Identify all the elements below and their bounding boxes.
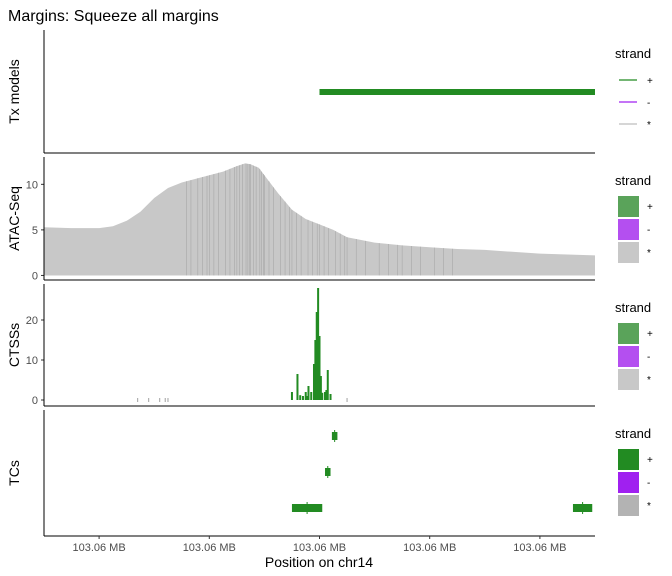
ctss-bar: [310, 392, 313, 400]
panel-tcs: TCs: [6, 410, 595, 537]
legend-label: -: [647, 225, 650, 236]
ctss-bar: [304, 392, 307, 400]
ctss-bar: [306, 396, 309, 400]
x-axis-label: Position on chr14: [265, 554, 373, 570]
panel-ctsss: CTSSs 0 10 20: [6, 284, 595, 407]
legend-label: +: [647, 76, 653, 87]
legend-3: strand + - *: [615, 300, 653, 390]
legend-key-swatch: [618, 219, 639, 240]
legend-key-swatch: [618, 369, 639, 390]
ctss-bar: [312, 364, 315, 400]
tx-models-y-label: Tx models: [6, 59, 22, 124]
panel-tx-models: Tx models: [6, 30, 595, 154]
legend-title: strand: [615, 300, 651, 315]
ctss-bar: [317, 288, 320, 400]
legend-2: strand + - *: [615, 173, 653, 263]
legend-label: *: [647, 375, 651, 386]
ctss-bar: [314, 340, 317, 400]
ctss-bar: [319, 376, 322, 400]
atac-seq-y-tick-label: 0: [32, 270, 38, 282]
ctss-bar: [315, 312, 318, 400]
ctss-bar: [324, 392, 327, 400]
legend-key-swatch: [618, 242, 639, 263]
legends: strand + - * strand + - * strand + - * strand + - *: [615, 46, 653, 516]
ctss-bar: [318, 336, 321, 400]
legend-key-swatch: [618, 323, 639, 344]
legend-label: -: [647, 98, 650, 109]
x-tick-label: 103.06 MB: [183, 542, 236, 554]
legend-key-swatch: [618, 495, 639, 516]
legend-title: strand: [615, 173, 651, 188]
chart-title: Margins: Squeeze all margins: [8, 8, 219, 25]
ctss-bar: [325, 390, 328, 400]
ctss-bar: [301, 396, 304, 400]
ctss-bar: [329, 394, 332, 400]
ctsss-y-tick-label: 20: [26, 315, 38, 327]
legend-key-swatch: [618, 346, 639, 367]
legend-label: -: [647, 352, 650, 363]
x-axis: 103.06 MB 103.06 MB 103.06 MB 103.06 MB 103.…: [72, 536, 567, 554]
ctss-bar: [307, 386, 310, 400]
legend-4: strand + - *: [615, 426, 653, 516]
ctss-bar: [290, 392, 293, 400]
legend-key-swatch: [618, 449, 639, 470]
track-panels: Tx models ATAC-Seq 0 5 10 CTSSs 0 10 20 TCs: [6, 30, 595, 537]
ctsss-y-tick-label: 10: [26, 355, 38, 367]
x-tick-label: 103.06 MB: [72, 542, 125, 554]
legend-title: strand: [615, 426, 651, 441]
x-tick-label: 103.06 MB: [403, 542, 456, 554]
ctss-bar: [296, 374, 299, 400]
x-tick-label: 103.06 MB: [293, 542, 346, 554]
legend-label: +: [647, 455, 653, 466]
legend-label: *: [647, 501, 651, 512]
legend-label: +: [647, 202, 653, 213]
legend-label: *: [647, 120, 651, 131]
legend-key-swatch: [618, 196, 639, 217]
legend-label: -: [647, 478, 650, 489]
x-tick-label: 103.06 MB: [513, 542, 566, 554]
panel-atac-seq: ATAC-Seq 0 5 10: [6, 157, 595, 282]
ctss-bar: [321, 392, 324, 400]
legend-label: *: [647, 248, 651, 259]
ctss-bar: [299, 395, 302, 400]
ctsss-y-tick-label: 0: [32, 395, 38, 407]
atac-seq-y-tick-label: 5: [32, 225, 38, 237]
legend-key-swatch: [618, 472, 639, 493]
ctsss-y-label: CTSSs: [6, 323, 22, 367]
tcs-y-label: TCs: [6, 460, 22, 486]
atac-seq-y-label: ATAC-Seq: [6, 186, 22, 251]
atac-seq-y-tick-label: 10: [26, 179, 38, 191]
legend-title: strand: [615, 46, 651, 61]
legend-1: strand + - *: [615, 46, 653, 131]
legend-label: +: [647, 329, 653, 340]
atac-area: [44, 163, 595, 276]
ctss-bar: [326, 370, 329, 400]
